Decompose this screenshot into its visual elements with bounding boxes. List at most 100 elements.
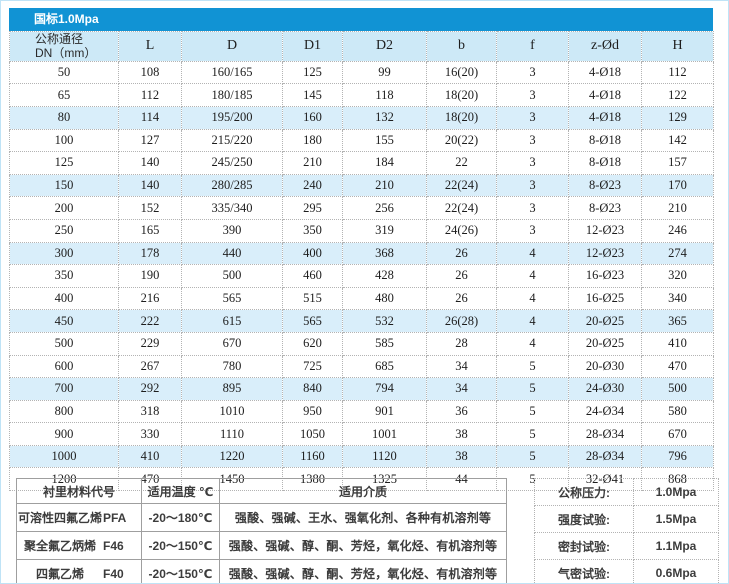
table-cell: 3 xyxy=(496,151,569,175)
table-cell: 210 xyxy=(282,151,343,175)
table-cell: 340 xyxy=(641,286,714,311)
table-cell: 450 xyxy=(9,309,119,333)
table-cell: 22(24) xyxy=(426,196,497,220)
table-row: 800 318 1010 950 901 36 5 24-Ø34 580 xyxy=(9,399,714,424)
table-cell: 780 xyxy=(181,354,283,379)
table-cell: 725 xyxy=(282,354,343,379)
table-cell: 267 xyxy=(118,354,182,379)
table-cell: 300 xyxy=(9,241,119,266)
table-cell: 190 xyxy=(118,264,182,288)
table-cell: 125 xyxy=(282,60,343,85)
table-row: 300 178 440 400 368 26 4 12-Ø23 274 xyxy=(9,241,714,266)
table-cell: 4-Ø18 xyxy=(568,83,642,107)
table-cell: 28-Ø34 xyxy=(568,444,642,469)
table-cell: 318 xyxy=(118,399,182,424)
dimension-table: 公称通径 DN（mm） L D D1 D2 b f z-Ød H 50 108 160/165 12… xyxy=(9,31,714,492)
table-cell: 4 xyxy=(496,241,569,266)
material-code: PFA xyxy=(103,510,127,525)
table-cell: 28 xyxy=(426,331,497,356)
table-cell: 400 xyxy=(9,286,119,311)
table-cell: 4 xyxy=(496,309,569,333)
table-row: 350 190 500 460 428 26 4 16-Ø23 320 xyxy=(9,264,714,288)
header-cell: b xyxy=(426,31,497,62)
table-cell: 246 xyxy=(641,218,714,243)
pressure-value-cell: 1.1Mpa xyxy=(633,532,719,560)
header-cell: D2 xyxy=(342,31,427,62)
table-cell: 112 xyxy=(641,60,714,85)
table-cell: 685 xyxy=(342,354,427,379)
table-cell: 180 xyxy=(282,128,343,153)
table-cell: 8-Ø23 xyxy=(568,196,642,220)
table-cell: 532 xyxy=(342,309,427,333)
table-cell: 4 xyxy=(496,286,569,311)
table-cell: 410 xyxy=(641,331,714,356)
table-cell: 16-Ø25 xyxy=(568,286,642,311)
material-name-code: 聚全氟乙炳烯 F46 xyxy=(17,537,141,554)
table-cell: 500 xyxy=(641,377,714,401)
table-cell: 200 xyxy=(9,196,119,220)
table-cell: 125 xyxy=(9,151,119,175)
table-cell: 585 xyxy=(342,331,427,356)
table-row: 400 216 565 515 480 26 4 16-Ø25 340 xyxy=(9,286,714,311)
table-cell: 38 xyxy=(426,422,497,446)
table-cell: 28-Ø34 xyxy=(568,422,642,446)
table-row: 80 114 195/200 160 132 18(20) 3 4-Ø18 129 xyxy=(9,105,714,130)
table-cell: 4-Ø18 xyxy=(568,105,642,130)
table-cell: 8-Ø23 xyxy=(568,173,642,198)
dimension-table-body: 50 108 160/165 125 99 16(20) 3 4-Ø18 112 65 112 180… xyxy=(9,60,714,492)
table-row: 50 108 160/165 125 99 16(20) 3 4-Ø18 112 xyxy=(9,60,714,85)
table-cell: 950 xyxy=(282,399,343,424)
table-cell: 24-Ø30 xyxy=(568,377,642,401)
header-cell-dn: 公称通径 DN（mm） xyxy=(9,31,119,62)
table-row: 100 127 215/220 180 155 20(22) 3 8-Ø18 142 xyxy=(9,128,714,153)
material-header-cell: 适用温度 ℃ xyxy=(141,478,220,504)
table-cell: 670 xyxy=(641,422,714,446)
pressure-row: 公称压力: 1.0Mpa xyxy=(534,478,719,506)
pressure-label-cell: 公称压力: xyxy=(534,478,634,506)
table-cell: 500 xyxy=(9,331,119,356)
table-cell: 901 xyxy=(342,399,427,424)
material-name: 聚全氟乙炳烯 xyxy=(23,539,96,553)
table-row: 600 267 780 725 685 34 5 20-Ø30 470 xyxy=(9,354,714,379)
table-cell: 127 xyxy=(118,128,182,153)
table-row: 450 222 615 565 532 26(28) 4 20-Ø25 365 xyxy=(9,309,714,333)
table-cell: 129 xyxy=(641,105,714,130)
table-cell: 34 xyxy=(426,377,497,401)
table-cell: 600 xyxy=(9,354,119,379)
table-cell: 22(24) xyxy=(426,173,497,198)
table-cell: 330 xyxy=(118,422,182,446)
material-header-cell: 衬里材料代号 xyxy=(16,478,142,504)
table-cell: 20(22) xyxy=(426,128,497,153)
table-cell: 840 xyxy=(282,377,343,401)
table-row: 200 152 335/340 295 256 22(24) 3 8-Ø23 210 xyxy=(9,196,714,220)
table-cell: 26 xyxy=(426,264,497,288)
table-cell: 178 xyxy=(118,241,182,266)
table-cell: 38 xyxy=(426,444,497,469)
table-cell: 8-Ø18 xyxy=(568,128,642,153)
material-name-cell: 聚全氟乙炳烯 F46 xyxy=(16,531,142,560)
pressure-row: 密封试验: 1.1Mpa xyxy=(534,532,719,560)
table-cell: 140 xyxy=(118,173,182,198)
material-table-header-row: 衬里材料代号 适用温度 ℃ 适用介质 xyxy=(16,478,507,504)
table-cell: 1160 xyxy=(282,444,343,469)
table-cell: 24(26) xyxy=(426,218,497,243)
table-cell: 3 xyxy=(496,196,569,220)
pressure-label-cell: 气密试验: xyxy=(534,559,634,583)
table-cell: 229 xyxy=(118,331,182,356)
header-cell: D1 xyxy=(282,31,343,62)
table-cell: 132 xyxy=(342,105,427,130)
standard-title-bar: 国标1.0Mpa xyxy=(9,8,713,31)
standard-title-label: 国标1.0Mpa xyxy=(34,12,99,26)
pressure-value-cell: 1.0Mpa xyxy=(633,478,719,506)
pressure-value-cell: 1.5Mpa xyxy=(633,505,719,533)
material-header-cell: 适用介质 xyxy=(219,478,507,504)
table-cell: 1000 xyxy=(9,444,119,469)
table-cell: 320 xyxy=(641,264,714,288)
table-cell: 114 xyxy=(118,105,182,130)
table-cell: 3 xyxy=(496,105,569,130)
lining-material-table: 衬里材料代号 适用温度 ℃ 适用介质 可溶性四氟乙烯 PFA -20～180℃ 强酸、强碱… xyxy=(16,478,507,583)
table-cell: 180/185 xyxy=(181,83,283,107)
header-cell: D xyxy=(181,31,283,62)
table-cell: 368 xyxy=(342,241,427,266)
